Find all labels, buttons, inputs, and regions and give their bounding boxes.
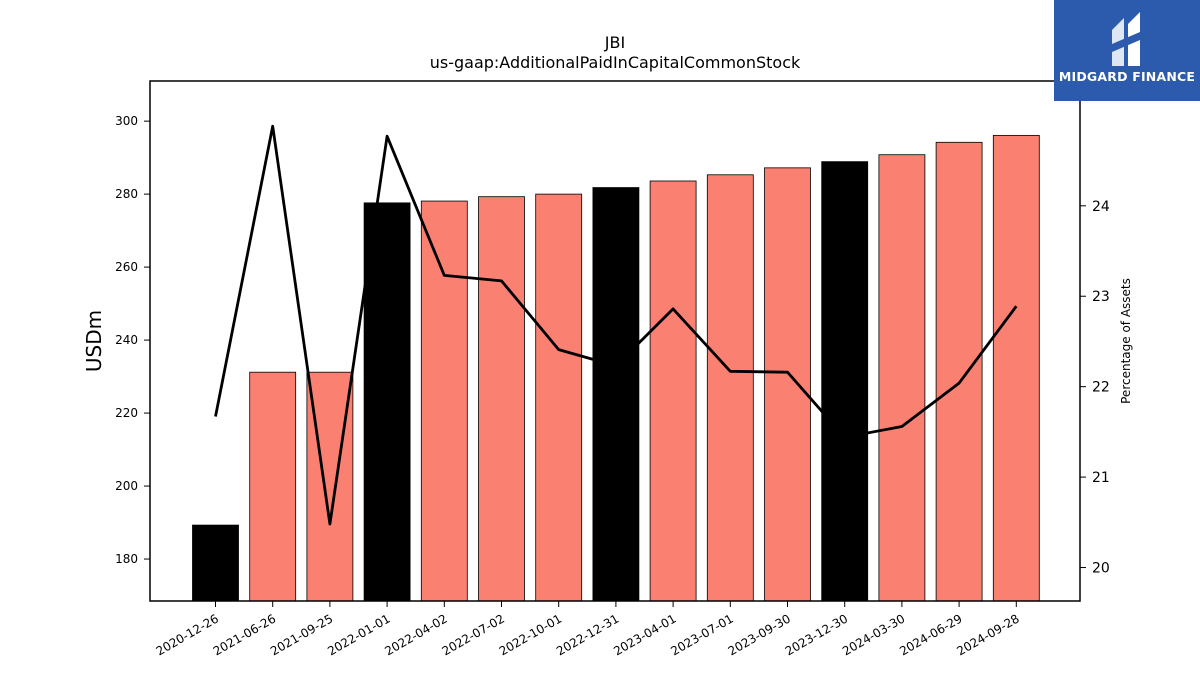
bar-group [192,134,1040,602]
x-tick-label: 2021-09-25 [268,611,335,658]
y-tick-label: 240 [115,333,138,347]
x-tick-label: 2023-12-30 [783,611,850,658]
right-y-tick-label: 21 [1092,470,1110,486]
chart-subtitle: us-gaap:AdditionalPaidInCapitalCommonSto… [430,53,801,72]
x-tick-label: 2023-07-01 [668,611,735,658]
y-tick-label: 260 [115,260,138,274]
y-tick-label: 180 [115,552,138,566]
right-y-axis-label: Percentage of Assets [1119,278,1133,404]
x-tick-label: 2024-03-30 [840,611,907,658]
y-tick-label: 220 [115,406,138,420]
x-tick-label: 2022-01-01 [325,611,392,658]
y-tick-label: 300 [115,114,138,128]
right-y-tick-label: 22 [1092,380,1110,396]
right-axis-ticks: 20 21 22 23 24 [1080,199,1110,577]
y-axis-label: USDm [82,310,106,372]
midgard-logo-icon [1112,12,1140,66]
x-tick-label: 2021-06-26 [211,611,278,658]
bar-2020-12-26 [192,524,239,602]
right-y-tick-label: 24 [1092,199,1110,215]
bar-2022-07-02 [478,196,525,602]
logo-text: MIDGARD FINANCE [1058,69,1196,84]
bar-2024-06-29 [935,141,983,602]
line-series [214,124,1018,526]
bar-2023-07-01 [706,174,754,602]
left-axis-ticks: 180 200 220 240 260 280 300 [115,114,150,566]
right-y-tick-label: 20 [1092,561,1110,577]
bar-2021-06-26 [249,371,297,602]
bar-2024-03-30 [878,154,926,602]
x-tick-label: 2022-12-31 [554,611,621,658]
x-tick-label: 2022-04-02 [382,611,449,658]
plot-frame [149,80,1081,602]
chart-title: JBI [604,33,625,52]
bar-2022-01-01 [363,202,411,602]
bar-2023-09-30 [764,167,811,602]
percentage-line [214,124,1018,526]
midgard-finance-logo: MIDGARD FINANCE [1054,0,1200,101]
x-tick-label: 2024-09-28 [954,611,1021,658]
x-tick-label: 2020-12-26 [154,611,221,658]
y-tick-label: 200 [115,479,138,493]
bar-2023-12-30 [821,161,869,602]
x-tick-label: 2023-09-30 [726,611,793,658]
bar-2022-12-31 [592,187,640,602]
x-axis-ticks: 2020-12-262021-06-262021-09-252022-01-01… [154,601,1022,658]
bar-2024-09-28 [992,134,1040,602]
y-tick-label: 280 [115,187,138,201]
bar-2022-04-02 [420,200,468,602]
bar-2022-10-01 [535,193,583,602]
bar-2023-04-01 [649,180,697,602]
right-y-tick-label: 23 [1092,289,1110,305]
x-tick-label: 2022-10-01 [497,611,564,658]
x-tick-label: 2022-07-02 [440,611,507,658]
x-tick-label: 2023-04-01 [611,611,678,658]
x-tick-label: 2024-06-29 [897,611,964,658]
